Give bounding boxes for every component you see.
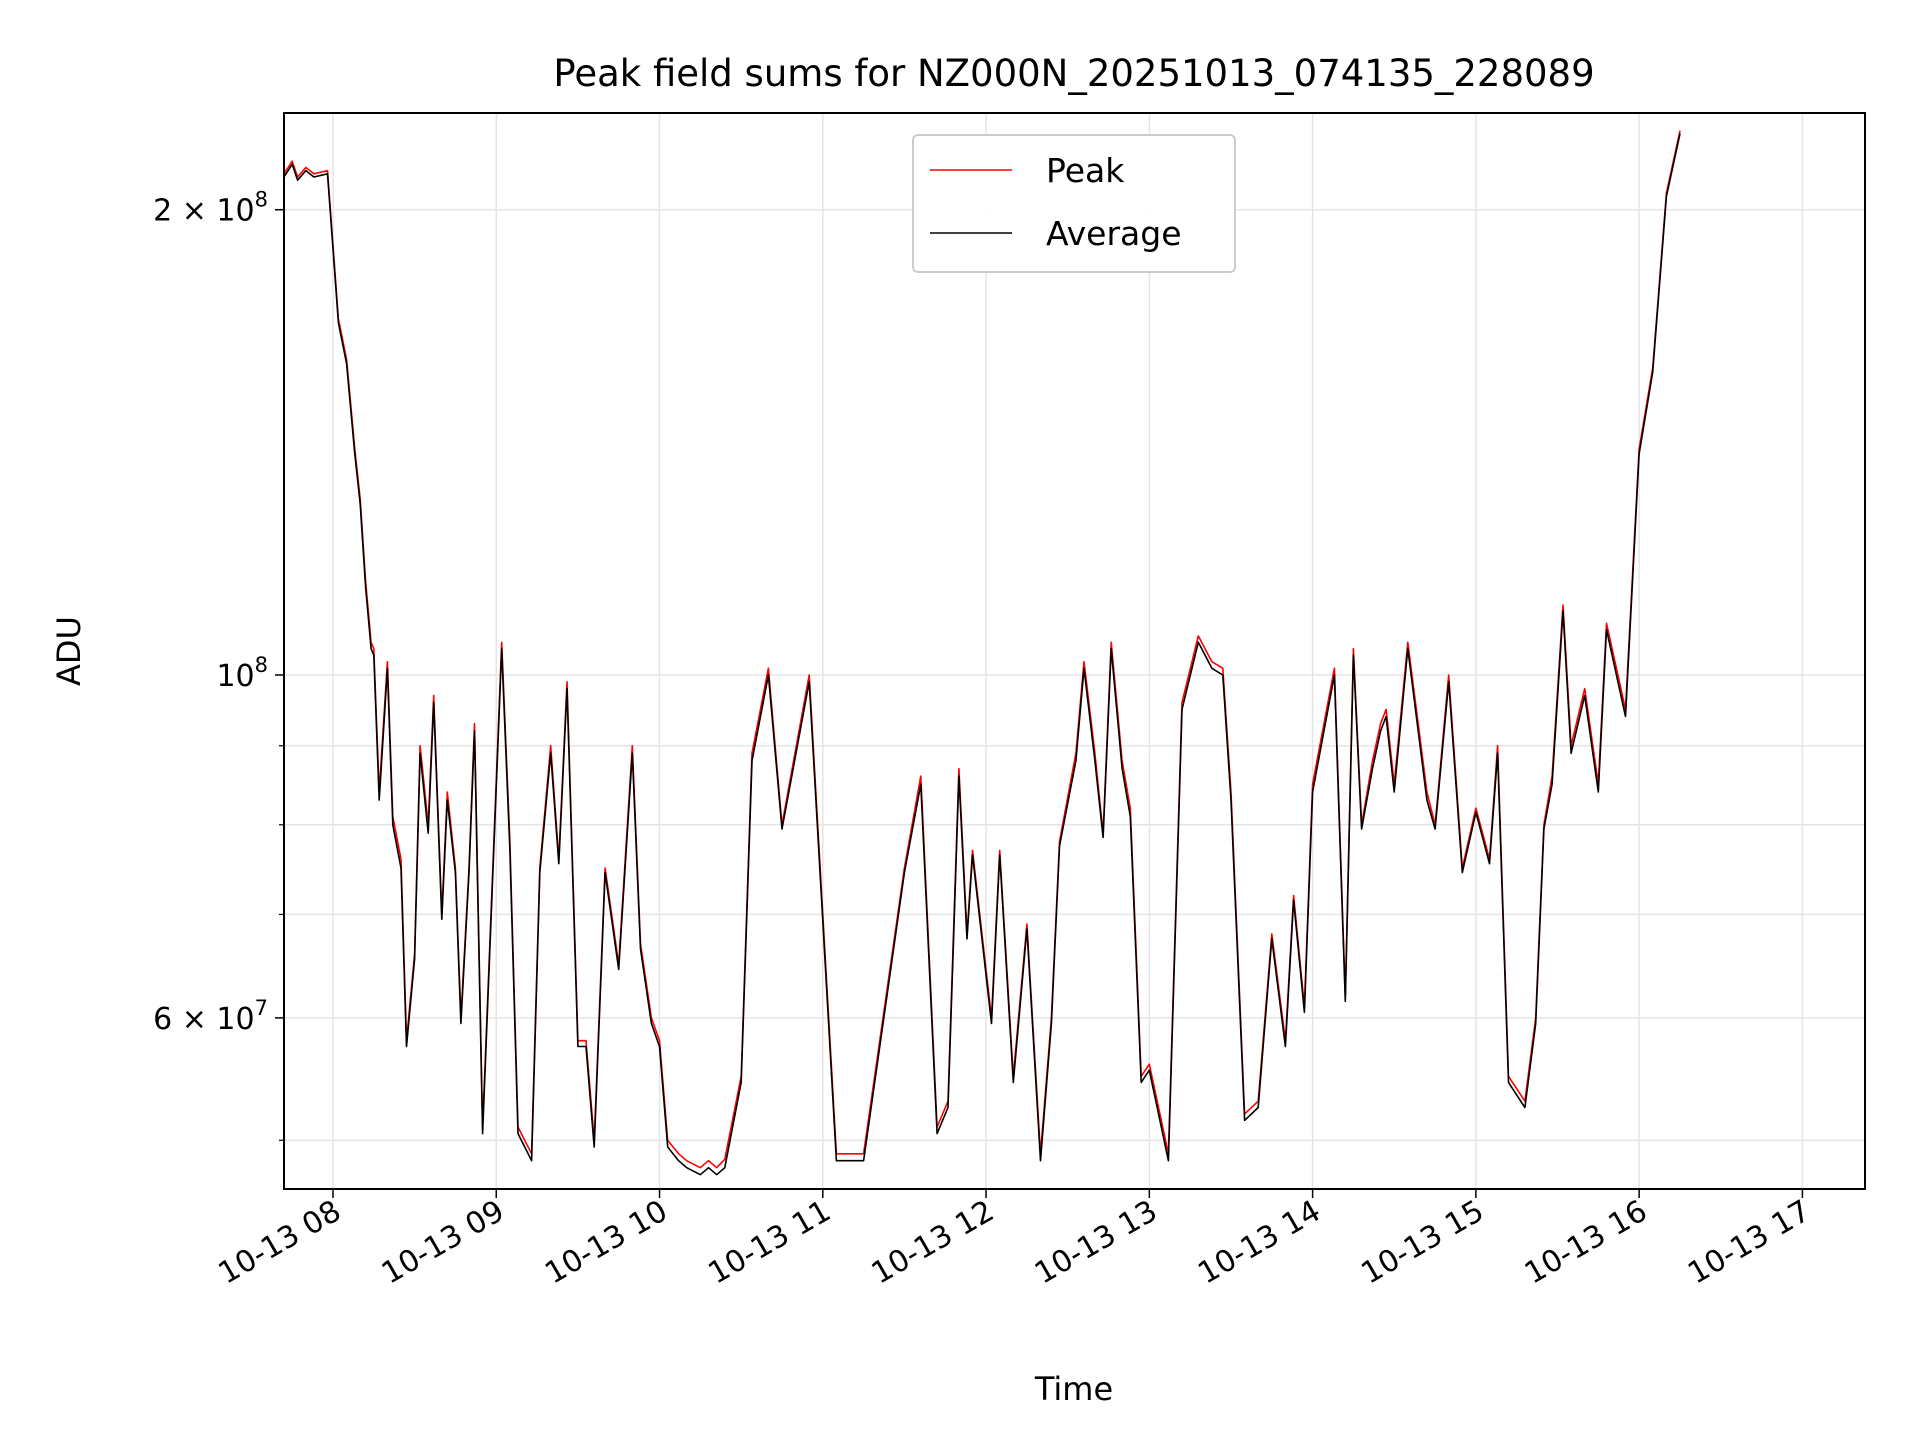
legend-label-peak: Peak xyxy=(1046,151,1125,190)
y-tick-label: 108 xyxy=(216,653,268,694)
grid-lines xyxy=(284,113,1865,1189)
legend: Peak Average xyxy=(912,134,1236,273)
plot-area xyxy=(283,130,1681,1176)
y-axis-label: ADU xyxy=(50,616,88,686)
y-axis-ticks: 6 × 107 108 2 × 108 xyxy=(153,188,284,1141)
y-tick-label: 2 × 108 xyxy=(153,188,268,229)
chart-title: Peak field sums for NZ000N_20251013_0741… xyxy=(553,52,1594,95)
legend-label-average: Average xyxy=(1046,214,1182,253)
series-line-average xyxy=(283,133,1681,1176)
axes-frame xyxy=(283,112,1866,1190)
y-tick-label: 6 × 107 xyxy=(153,996,268,1037)
x-axis-label: Time xyxy=(1034,1370,1113,1408)
